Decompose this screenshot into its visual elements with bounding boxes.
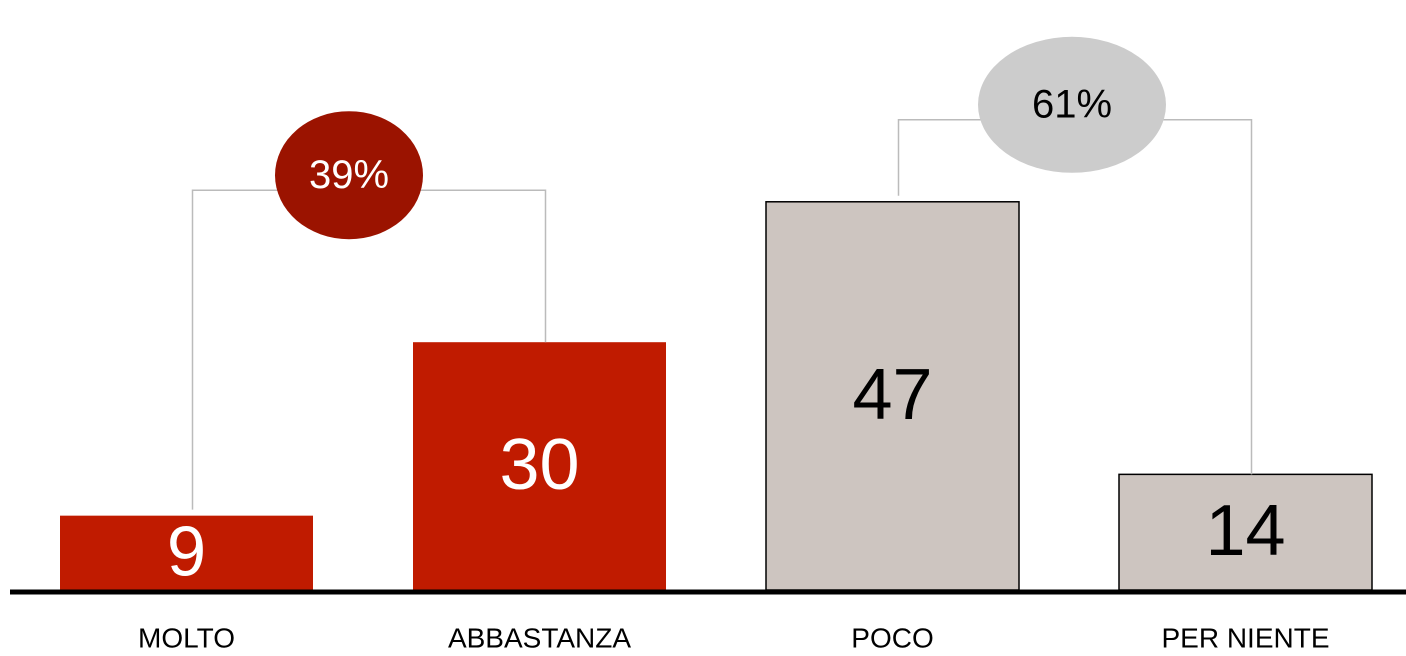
value-label: 30 bbox=[499, 425, 579, 505]
value-label: 47 bbox=[852, 355, 932, 435]
bar bbox=[765, 201, 1020, 591]
x-tick-label: POCO bbox=[851, 622, 933, 653]
value-label: 9 bbox=[167, 511, 206, 590]
x-tick-label: MOLTO bbox=[138, 622, 235, 653]
value-label: 14 bbox=[1205, 491, 1285, 571]
annotation-label: 39% bbox=[309, 153, 389, 197]
annotation-bubble bbox=[978, 36, 1166, 173]
bar bbox=[1118, 473, 1373, 591]
annotation-bubble bbox=[275, 111, 423, 240]
x-tick-label: PER NIENTE bbox=[1161, 622, 1329, 653]
bar bbox=[413, 342, 666, 590]
annotation-label: 61% bbox=[1032, 82, 1112, 126]
x-tick-label: ABBASTANZA bbox=[448, 622, 631, 653]
bar bbox=[60, 515, 313, 590]
